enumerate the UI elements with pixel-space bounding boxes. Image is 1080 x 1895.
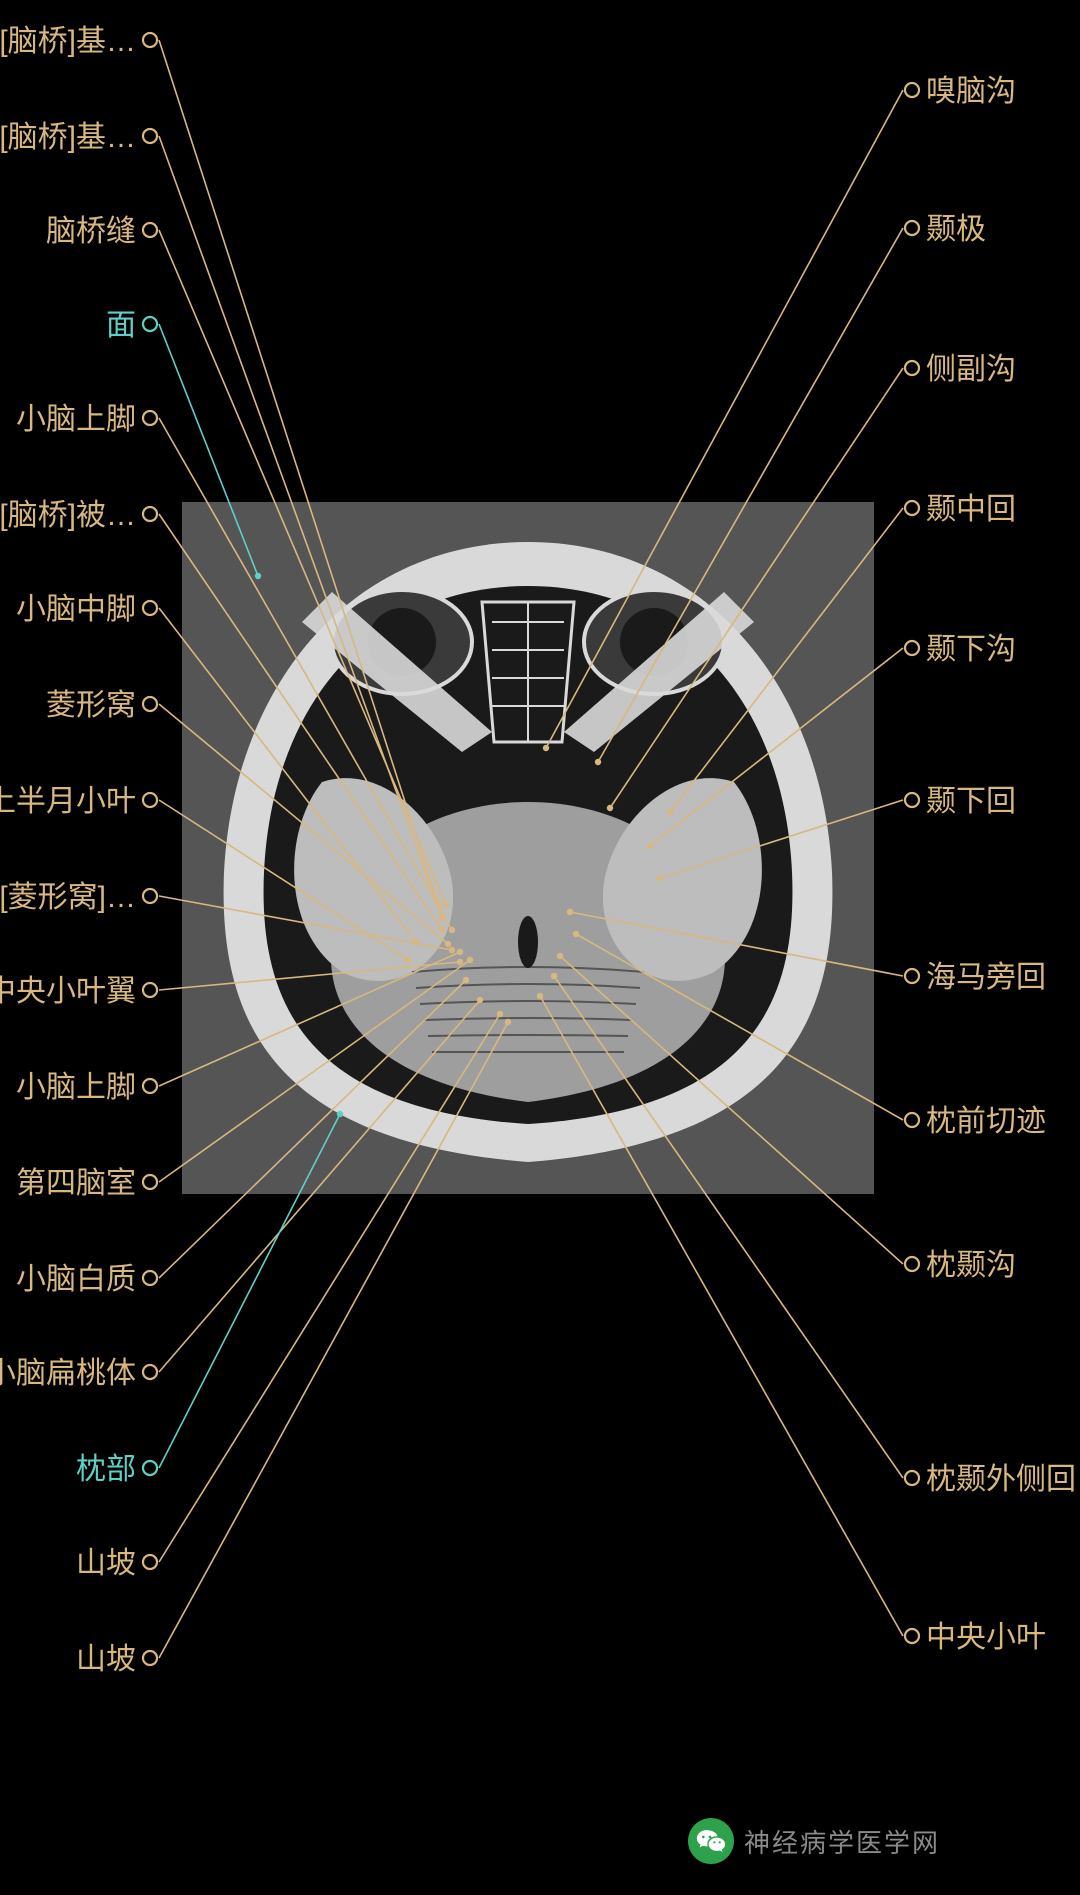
anatomy-label: 中央小叶翼 [0, 966, 136, 1010]
anatomy-label: 侧副沟 [926, 344, 1016, 388]
anatomy-label: [脑桥]基… [0, 112, 136, 156]
anatomy-label: 上半月小叶 [0, 776, 136, 820]
anatomy-label: [脑桥]基… [0, 16, 136, 60]
anatomy-label: 颞极 [926, 204, 986, 248]
anatomy-label: 小脑中脚 [16, 584, 136, 628]
anatomy-label: 嗅脑沟 [926, 66, 1016, 110]
wechat-icon [688, 1818, 734, 1864]
mri-scan [182, 502, 874, 1194]
anatomy-label: 颞下回 [926, 776, 1016, 820]
anatomy-label: 枕颞沟 [926, 1240, 1016, 1284]
anatomy-label: 颞下沟 [926, 624, 1016, 668]
anatomy-label: 脑桥缝 [46, 206, 136, 250]
anatomy-label: 小脑上脚 [16, 1062, 136, 1106]
watermark: 神经病学医学网 [688, 1818, 940, 1864]
anatomy-label: [脑桥]被… [0, 490, 136, 534]
anatomy-label: 第四脑室 [16, 1158, 136, 1202]
anatomy-label: 枕颞外侧回 [926, 1454, 1076, 1498]
anatomy-label: 山坡 [76, 1538, 136, 1582]
anatomy-label: 海马旁回 [926, 952, 1046, 996]
anatomy-label: 枕前切迹 [926, 1096, 1046, 1140]
anatomy-label: 山坡 [76, 1634, 136, 1678]
watermark-text: 神经病学医学网 [744, 1823, 940, 1860]
anatomy-label: 小脑白质 [16, 1254, 136, 1298]
anatomy-label: 面 [106, 300, 136, 344]
anatomy-label: 枕部 [76, 1444, 136, 1488]
anatomy-label: 小脑扁桃体 [0, 1348, 136, 1392]
anatomy-label: 小脑上脚 [16, 394, 136, 438]
anatomy-label: [菱形窝]… [0, 872, 136, 916]
anatomy-label: 中央小叶 [926, 1612, 1046, 1656]
anatomy-label: 菱形窝 [46, 680, 136, 724]
anatomy-label: 颞中回 [926, 484, 1016, 528]
